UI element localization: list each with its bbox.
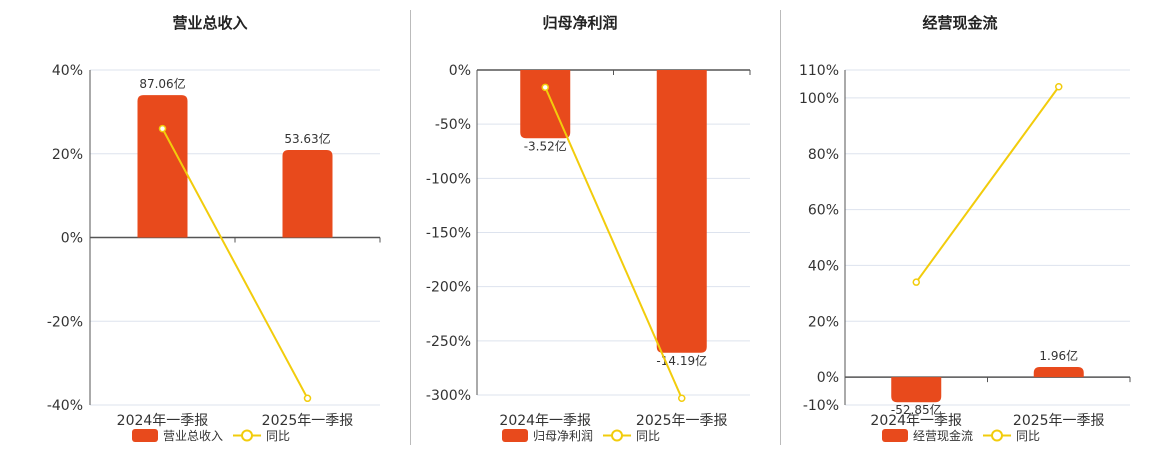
y-tick-label: -40% bbox=[47, 398, 83, 414]
chart-panel-revenue: 营业总收入 40% 20% 0% -20% -40% 87.06亿 53.63亿 2024年一季… bbox=[20, 0, 400, 450]
y-tick-label: 100% bbox=[799, 91, 839, 107]
x-tick-label: 2024年一季报 bbox=[499, 413, 591, 429]
bar-value-label: 1.96亿 bbox=[1039, 348, 1078, 363]
y-tick-label: 60% bbox=[808, 203, 839, 219]
legend-bar-swatch bbox=[882, 429, 908, 442]
y-tick-label: -300% bbox=[426, 388, 471, 404]
bar-value-label: -14.19亿 bbox=[656, 353, 707, 368]
bar-1 bbox=[891, 377, 942, 403]
x-tick-label: 2024年一季报 bbox=[870, 413, 962, 429]
y-tick-label: -50% bbox=[435, 117, 471, 133]
y-tick-label: -20% bbox=[47, 314, 83, 330]
chart-title: 经营现金流 bbox=[922, 14, 997, 32]
yoy-point bbox=[541, 83, 549, 92]
legend-line-marker bbox=[611, 429, 623, 442]
y-tick-label: 110% bbox=[799, 63, 839, 79]
legend-line-label: 同比 bbox=[1016, 429, 1040, 443]
y-tick-label: 0% bbox=[817, 370, 839, 386]
y-tick-label: 0% bbox=[61, 231, 83, 247]
legend-bar-swatch bbox=[502, 429, 528, 442]
bar-2 bbox=[1033, 367, 1084, 378]
chart-net-profit: 归母净利润 0% -50% -100% -150% -200% -250% -300% -3.5… bbox=[426, 14, 751, 443]
y-tick-label: 40% bbox=[52, 63, 83, 79]
bar-value-label: 87.06亿 bbox=[139, 76, 185, 91]
y-tick-label: 80% bbox=[808, 147, 839, 163]
bar-value-label: 53.63亿 bbox=[284, 131, 330, 146]
y-tick-label: 20% bbox=[52, 147, 83, 163]
yoy-point bbox=[158, 124, 167, 133]
legend-bar-label: 经营现金流 bbox=[913, 428, 973, 443]
bar-value-label: -52.85亿 bbox=[891, 402, 942, 417]
x-tick-label: 2025年一季报 bbox=[1013, 413, 1105, 429]
legend-line-label: 同比 bbox=[636, 429, 660, 443]
y-tick-label: -250% bbox=[426, 334, 471, 350]
y-tick-label: 0% bbox=[449, 63, 471, 79]
divider-1 bbox=[410, 10, 411, 445]
x-tick-label: 2024年一季报 bbox=[117, 413, 209, 429]
chart-cashflow: 经营现金流 110% 100% 80% 60% 40% 20% 0% -10% -52.85亿 1.… bbox=[799, 14, 1131, 443]
legend-line-marker bbox=[241, 429, 253, 442]
bar-value-label: -3.52亿 bbox=[524, 138, 567, 153]
yoy-point bbox=[678, 394, 686, 402]
yoy-line bbox=[544, 86, 683, 399]
yoy-point bbox=[1055, 83, 1063, 91]
divider-2 bbox=[780, 10, 781, 445]
legend-line-marker bbox=[991, 429, 1003, 442]
x-tick-label: 2025年一季报 bbox=[636, 413, 728, 429]
y-tick-label: -150% bbox=[426, 226, 471, 242]
bar-1 bbox=[137, 95, 188, 238]
y-tick-label: -10% bbox=[803, 398, 839, 414]
chart-revenue: 营业总收入 40% 20% 0% -20% -40% 87.06亿 53.63亿 2024年一季… bbox=[47, 14, 381, 443]
legend-bar-swatch bbox=[132, 429, 158, 442]
x-tick-label: 2025年一季报 bbox=[262, 413, 354, 429]
yoy-point bbox=[303, 394, 312, 403]
y-tick-label: 40% bbox=[808, 258, 839, 274]
yoy-point bbox=[912, 278, 920, 286]
legend-bar-label: 归母净利润 bbox=[533, 429, 593, 443]
legend-line-label: 同比 bbox=[266, 429, 290, 443]
chart-title: 归母净利润 bbox=[542, 14, 617, 32]
y-tick-label: 20% bbox=[808, 314, 839, 330]
chart-title: 营业总收入 bbox=[172, 14, 247, 32]
yoy-line bbox=[161, 128, 309, 399]
bar-1 bbox=[520, 70, 571, 139]
chart-panel-net-profit: 归母净利润 0% -50% -100% -150% -200% -250% -300% -3.5… bbox=[410, 0, 790, 450]
legend-bar-label: 营业总收入 bbox=[163, 429, 223, 443]
yoy-line bbox=[915, 86, 1060, 283]
y-tick-label: -100% bbox=[426, 171, 471, 187]
chart-panel-cashflow: 经营现金流 110% 100% 80% 60% 40% 20% 0% -10% -52.85亿 1.… bbox=[780, 0, 1160, 450]
bar-2 bbox=[656, 70, 707, 353]
bar-2 bbox=[282, 149, 333, 238]
y-tick-label: -200% bbox=[426, 280, 471, 296]
